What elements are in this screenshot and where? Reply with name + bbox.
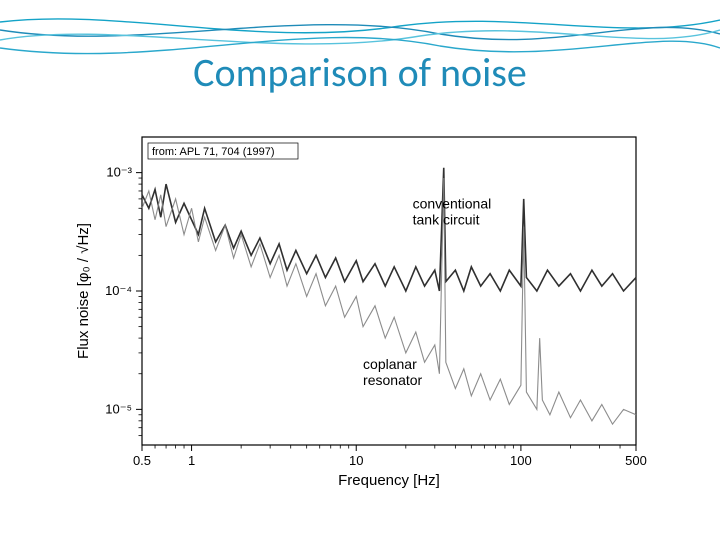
svg-text:Frequency [Hz]: Frequency [Hz] [338,472,440,489]
svg-text:10: 10 [349,453,363,468]
svg-text:from: APL 71, 704 (1997): from: APL 71, 704 (1997) [152,146,275,158]
svg-text:500: 500 [625,453,647,468]
svg-text:10⁻³: 10⁻³ [106,165,132,180]
svg-text:Flux noise [φ₀ / √Hz]: Flux noise [φ₀ / √Hz] [75,223,92,359]
slide-title: Comparison of noise [0,48,720,97]
annotation: conventional [413,195,492,211]
svg-text:100: 100 [510,453,532,468]
svg-text:10⁻⁵: 10⁻⁵ [105,401,132,416]
annotation: resonator [363,372,422,388]
svg-text:10⁻⁴: 10⁻⁴ [105,283,132,298]
annotation: tank circuit [413,211,480,227]
svg-text:0.5: 0.5 [133,453,151,468]
svg-text:1: 1 [188,453,195,468]
noise-chart: 0.5 1 10 100 500 10⁻⁵ 10⁻⁴ 10⁻³ Frequency [Hz] Fl… [70,125,650,495]
annotation: coplanar [363,356,417,372]
